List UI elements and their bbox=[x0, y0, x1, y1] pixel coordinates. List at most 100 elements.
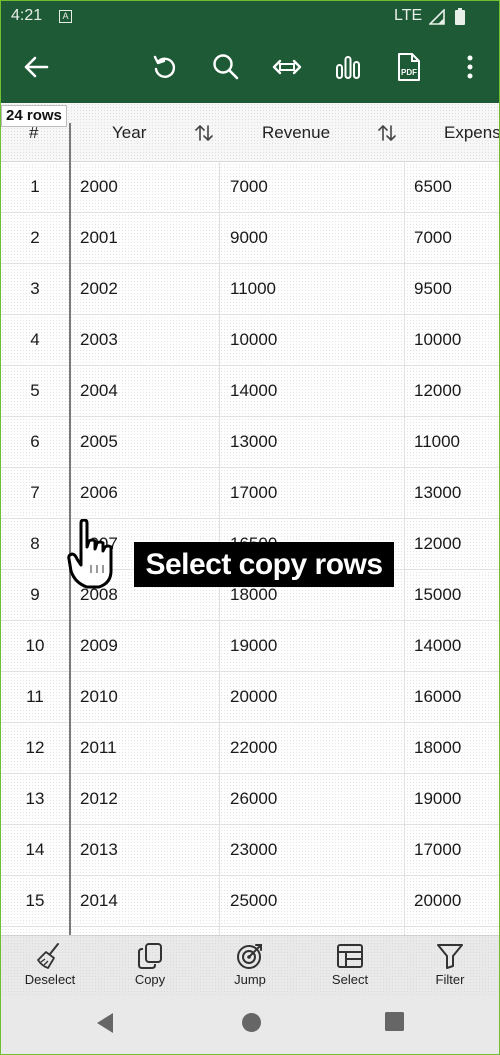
year-cell[interactable]: 2001 bbox=[80, 228, 118, 247]
year-cell[interactable]: 2000 bbox=[80, 177, 118, 196]
revenue-cell[interactable]: 14000 bbox=[230, 381, 278, 400]
row-index-cell[interactable]: 11 bbox=[26, 687, 44, 706]
year-cell[interactable]: 2012 bbox=[80, 789, 118, 808]
back-triangle-icon[interactable] bbox=[95, 1012, 115, 1034]
deselect-button[interactable]: Deselect bbox=[10, 942, 90, 994]
table-row[interactable]: 3 2002 11000 9500 bbox=[1, 263, 499, 315]
year-cell[interactable]: 2006 bbox=[80, 483, 118, 502]
table-select-icon bbox=[337, 944, 363, 968]
expenses-cell[interactable]: 14000 bbox=[414, 636, 462, 655]
row-index-cell[interactable]: 1 bbox=[30, 177, 40, 196]
revenue-cell[interactable]: 25000 bbox=[230, 891, 278, 910]
revenue-cell[interactable]: 11000 bbox=[230, 279, 277, 298]
header-year[interactable]: Year bbox=[112, 123, 147, 142]
table-row[interactable]: 7 2006 17000 13000 bbox=[1, 467, 499, 519]
expenses-cell[interactable]: 19000 bbox=[414, 789, 462, 808]
expenses-cell[interactable]: 17000 bbox=[414, 840, 462, 859]
revenue-cell[interactable]: 18000 bbox=[230, 585, 278, 604]
year-cell[interactable]: 2014 bbox=[80, 891, 118, 910]
revenue-cell[interactable]: 17000 bbox=[230, 483, 278, 502]
row-index-cell[interactable]: 10 bbox=[25, 636, 45, 655]
table-row[interactable]: 12 2011 22000 18000 bbox=[1, 722, 499, 774]
revenue-cell[interactable]: 13000 bbox=[230, 432, 278, 451]
expenses-cell[interactable]: 16000 bbox=[414, 687, 462, 706]
row-index-cell[interactable]: 3 bbox=[30, 279, 40, 298]
expenses-cell[interactable]: 7000 bbox=[414, 228, 452, 247]
table-row[interactable]: 2 2001 9000 7000 bbox=[1, 212, 499, 264]
table-row[interactable]: 5 2004 14000 12000 bbox=[1, 365, 499, 417]
row-index-cell[interactable]: 14 bbox=[25, 840, 45, 859]
back-button[interactable] bbox=[16, 47, 56, 87]
row-index-cell[interactable]: 15 bbox=[25, 891, 45, 910]
resize-columns-button[interactable] bbox=[267, 47, 307, 87]
expenses-cell[interactable]: 20000 bbox=[414, 891, 462, 910]
revenue-cell[interactable]: 23000 bbox=[230, 840, 278, 859]
row-index-cell[interactable]: 6 bbox=[30, 432, 40, 451]
row-index-cell[interactable]: 9 bbox=[30, 585, 40, 604]
table-row[interactable]: 4 2003 10000 10000 bbox=[1, 314, 499, 366]
expenses-cell[interactable]: 12000 bbox=[414, 534, 462, 553]
revenue-cell[interactable]: 10000 bbox=[230, 330, 278, 349]
select-button[interactable]: Select bbox=[310, 942, 390, 994]
jump-button[interactable]: Jump bbox=[210, 942, 290, 994]
expenses-cell[interactable]: 15000 bbox=[414, 585, 462, 604]
expenses-cell[interactable]: 11000 bbox=[414, 432, 461, 451]
undo-button[interactable] bbox=[145, 47, 185, 87]
jump-label: Jump bbox=[234, 972, 266, 987]
row-index-cell[interactable]: 8 bbox=[30, 534, 40, 553]
row-index-cell[interactable]: 5 bbox=[30, 381, 40, 400]
expenses-cell[interactable]: 9500 bbox=[414, 279, 452, 298]
revenue-cell[interactable]: 22000 bbox=[230, 738, 278, 757]
table-row[interactable]: 11 2010 20000 16000 bbox=[1, 671, 499, 723]
more-options-button[interactable] bbox=[450, 47, 490, 87]
row-index-cell[interactable]: 12 bbox=[25, 738, 45, 757]
export-pdf-button[interactable]: PDF bbox=[389, 47, 429, 87]
expenses-cell[interactable]: 18000 bbox=[414, 738, 462, 757]
expenses-cell[interactable]: 6500 bbox=[414, 177, 452, 196]
revenue-cell[interactable]: 26000 bbox=[230, 789, 278, 808]
table-row[interactable]: 14 2013 23000 17000 bbox=[1, 824, 499, 876]
sort-icon[interactable] bbox=[377, 123, 397, 143]
frozen-column-divider[interactable] bbox=[69, 123, 71, 935]
table-row[interactable]: 6 2005 13000 11000 bbox=[1, 416, 499, 468]
year-cell[interactable]: 2011 bbox=[80, 738, 117, 757]
chart-button[interactable] bbox=[328, 47, 368, 87]
expenses-cell[interactable]: 13000 bbox=[414, 483, 462, 502]
year-cell[interactable]: 2004 bbox=[80, 381, 118, 400]
revenue-cell[interactable]: 20000 bbox=[230, 687, 278, 706]
table-row[interactable]: 13 2012 26000 19000 bbox=[1, 773, 499, 825]
row-index-cell[interactable]: 2 bbox=[30, 228, 40, 247]
table-row[interactable]: 9 2008 18000 15000 bbox=[1, 569, 499, 621]
search-button[interactable] bbox=[206, 47, 246, 87]
year-cell[interactable]: 2002 bbox=[80, 279, 118, 298]
revenue-cell[interactable]: 19000 bbox=[230, 636, 278, 655]
header-revenue[interactable]: Revenue bbox=[262, 123, 331, 142]
year-cell[interactable]: 2010 bbox=[80, 687, 118, 706]
table-row[interactable]: 10 2009 19000 14000 bbox=[1, 620, 499, 672]
header-expenses[interactable]: Expens bbox=[444, 123, 499, 142]
copy-button[interactable]: Copy bbox=[110, 942, 190, 994]
filter-button[interactable]: Filter bbox=[410, 942, 490, 994]
copy-icon bbox=[138, 943, 162, 969]
expenses-cell[interactable]: 12000 bbox=[414, 381, 462, 400]
home-circle-icon[interactable] bbox=[241, 1012, 262, 1033]
filter-label: Filter bbox=[435, 972, 465, 987]
revenue-cell[interactable]: 7000 bbox=[230, 177, 268, 196]
year-cell[interactable]: 2013 bbox=[80, 840, 118, 859]
expenses-cell[interactable]: 10000 bbox=[414, 330, 462, 349]
table-row[interactable]: 1 2000 7000 6500 bbox=[1, 161, 499, 213]
revenue-cell[interactable]: 9000 bbox=[230, 228, 268, 247]
table-row[interactable]: 15 2014 25000 20000 bbox=[1, 875, 499, 927]
row-index-cell[interactable]: 13 bbox=[25, 789, 45, 808]
row-index-cell[interactable]: 4 bbox=[30, 330, 40, 349]
deselect-label: Deselect bbox=[24, 972, 76, 987]
recents-square-icon[interactable] bbox=[385, 1012, 404, 1031]
sort-icon[interactable] bbox=[194, 123, 214, 143]
year-cell[interactable]: 2009 bbox=[80, 636, 118, 655]
year-cell[interactable]: 2003 bbox=[80, 330, 118, 349]
year-cell[interactable]: 2008 bbox=[80, 585, 118, 604]
year-cell[interactable]: 2005 bbox=[80, 432, 118, 451]
more-vert-icon bbox=[467, 55, 473, 79]
row-index-cell[interactable]: 7 bbox=[30, 483, 40, 502]
